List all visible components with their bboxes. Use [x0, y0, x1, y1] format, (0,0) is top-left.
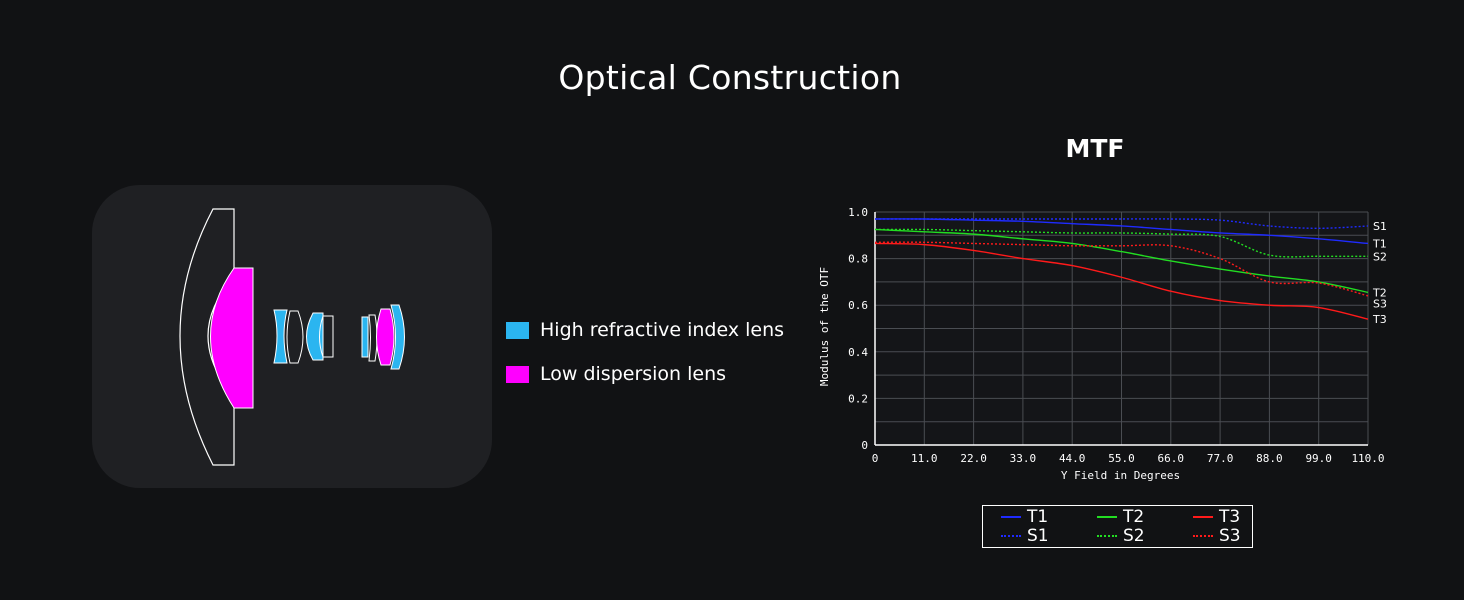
x-tick-label: 0 [872, 452, 879, 465]
lens-legend-label: High refractive index lens [540, 319, 785, 341]
lens-elements [179, 208, 405, 466]
y-tick-label: 0.4 [848, 346, 868, 359]
legend-label: T2 [1123, 507, 1145, 527]
legend-item-t3: T3 [1193, 507, 1241, 527]
legend-line-t1 [1001, 516, 1021, 518]
legend-item-s2: S2 [1097, 526, 1145, 546]
x-tick-label: 44.0 [1059, 452, 1086, 465]
lens-element-10 [390, 304, 405, 370]
lens-element-2 [210, 267, 254, 409]
lens-legend-item-high-refractive: High refractive index lens [506, 308, 784, 352]
series-line-s2 [874, 228, 1369, 258]
lens-legend-label: Low dispersion lens [540, 363, 727, 385]
x-tick-label: 110.0 [1351, 452, 1384, 465]
series-end-label-s2: S2 [1373, 250, 1387, 263]
legend-label: S1 [1027, 526, 1049, 546]
x-tick-label: 55.0 [1108, 452, 1135, 465]
legend-label: S2 [1123, 526, 1145, 546]
series-line-s3 [874, 241, 1369, 297]
series-end-label-s1: S1 [1373, 220, 1387, 233]
legend-line-s3 [1193, 535, 1213, 537]
lens-legend: High refractive index lens Low dispersio… [506, 308, 784, 396]
legend-label: S3 [1219, 526, 1241, 546]
swatch-high-refractive [506, 321, 529, 339]
lens-legend-item-low-dispersion: Low dispersion lens [506, 352, 784, 396]
lens-element-9 [376, 308, 395, 366]
x-tick-label: 33.0 [1010, 452, 1037, 465]
y-tick-label: 0.8 [848, 253, 868, 266]
lens-element-6 [319, 315, 334, 358]
series-end-label-t3: T3 [1372, 313, 1387, 326]
legend-line-t3 [1193, 516, 1213, 518]
series-end-label-t1: T1 [1372, 237, 1387, 250]
x-tick-label: 11.0 [911, 452, 938, 465]
x-tick-label: 66.0 [1158, 452, 1185, 465]
x-tick-label: 99.0 [1305, 452, 1332, 465]
lens-element-4 [286, 310, 304, 364]
y-tick-label: 0 [861, 439, 868, 452]
x-axis-label: Y Field in Degrees [1061, 469, 1180, 482]
x-tick-label: 77.0 [1207, 452, 1234, 465]
legend-line-s1 [1001, 535, 1021, 537]
y-tick-label: 1.0 [848, 206, 868, 219]
series-line-t2 [874, 228, 1369, 294]
legend-item-s3: S3 [1193, 526, 1241, 546]
lens-element-7 [361, 316, 369, 358]
legend-item-s1: S1 [1001, 526, 1049, 546]
series-line-t3 [874, 242, 1369, 320]
swatch-low-dispersion [506, 365, 529, 383]
chart-title: MTF [1065, 134, 1125, 163]
legend-line-t2 [1097, 516, 1117, 518]
chart-legend: T1 T2 T3 S1 S2 S3 [982, 505, 1253, 548]
series-line-t1 [874, 218, 1369, 245]
y-tick-label: 0.6 [848, 299, 868, 312]
y-tick-label: 0.2 [848, 392, 868, 405]
x-tick-label: 88.0 [1256, 452, 1283, 465]
series-line-s1 [875, 218, 1369, 230]
lens-element-5 [306, 312, 324, 361]
optical-construction-diagram [92, 185, 492, 488]
x-tick-label: 22.0 [960, 452, 987, 465]
page-title: Optical Construction [558, 58, 902, 97]
series-end-label-s3: S3 [1373, 297, 1387, 310]
legend-label: T1 [1027, 507, 1049, 527]
legend-line-s2 [1097, 535, 1117, 537]
legend-label: T3 [1219, 507, 1241, 527]
lens-element-3 [273, 309, 288, 364]
lens-element-8 [368, 314, 378, 362]
series-end-label-t2: T2 [1372, 286, 1387, 299]
legend-item-t1: T1 [1001, 507, 1049, 527]
legend-item-t2: T2 [1097, 507, 1145, 527]
y-axis-label: Modulus of the OTF [818, 267, 831, 386]
